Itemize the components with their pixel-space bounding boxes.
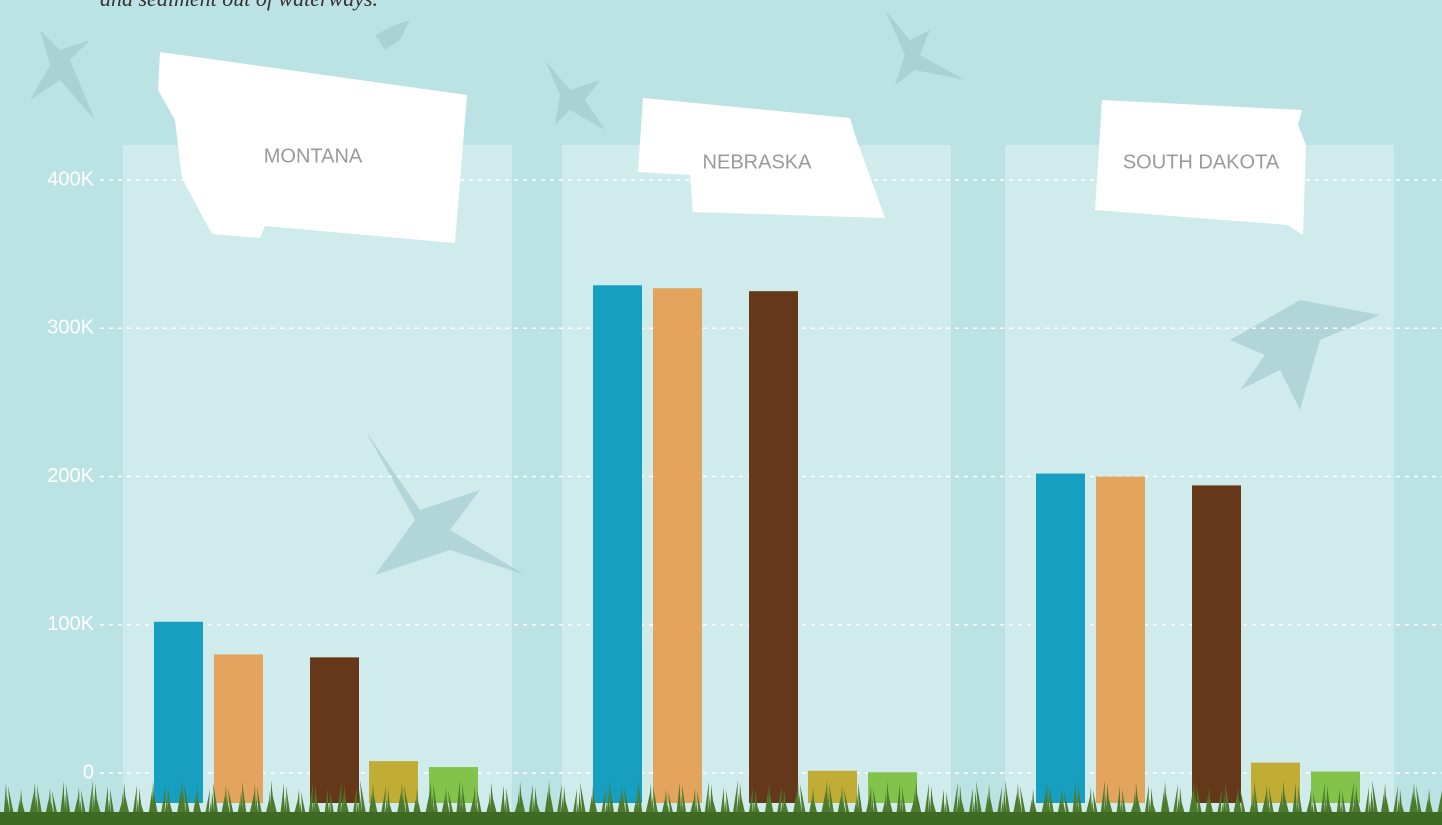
states	[158, 52, 1306, 243]
category-label: NEBRASKA	[703, 151, 813, 173]
bar	[1096, 476, 1145, 803]
bar	[808, 770, 857, 803]
bird	[885, 10, 965, 85]
bar	[593, 285, 642, 803]
bar	[749, 291, 798, 803]
bar	[214, 654, 263, 803]
bar	[1192, 485, 1241, 803]
y-tick-label: 400K	[47, 168, 94, 190]
bars	[154, 285, 1360, 803]
grass-base	[0, 812, 1442, 825]
bar	[868, 772, 917, 803]
category-label: MONTANA	[264, 145, 363, 167]
bar	[653, 288, 702, 803]
bird	[375, 20, 410, 50]
bird	[365, 430, 525, 575]
bird	[30, 30, 95, 120]
bar	[310, 657, 359, 803]
bar	[154, 621, 203, 803]
category-label: SOUTH DAKOTA	[1123, 151, 1280, 173]
state-shape	[158, 52, 467, 243]
y-tick-label: 200K	[47, 465, 94, 487]
y-tick-label: 300K	[47, 317, 94, 339]
bar	[369, 761, 418, 803]
state-shape	[638, 98, 885, 218]
state-shape	[1095, 100, 1306, 235]
y-tick-label: 100K	[47, 613, 94, 635]
chart-subtitle: and sediment out of waterways.	[100, 0, 378, 11]
bird	[545, 60, 605, 130]
bar	[429, 767, 478, 803]
bar	[1251, 762, 1300, 803]
y-tick-label: 0	[83, 761, 94, 783]
bar	[1036, 473, 1085, 803]
grass	[0, 780, 1442, 825]
